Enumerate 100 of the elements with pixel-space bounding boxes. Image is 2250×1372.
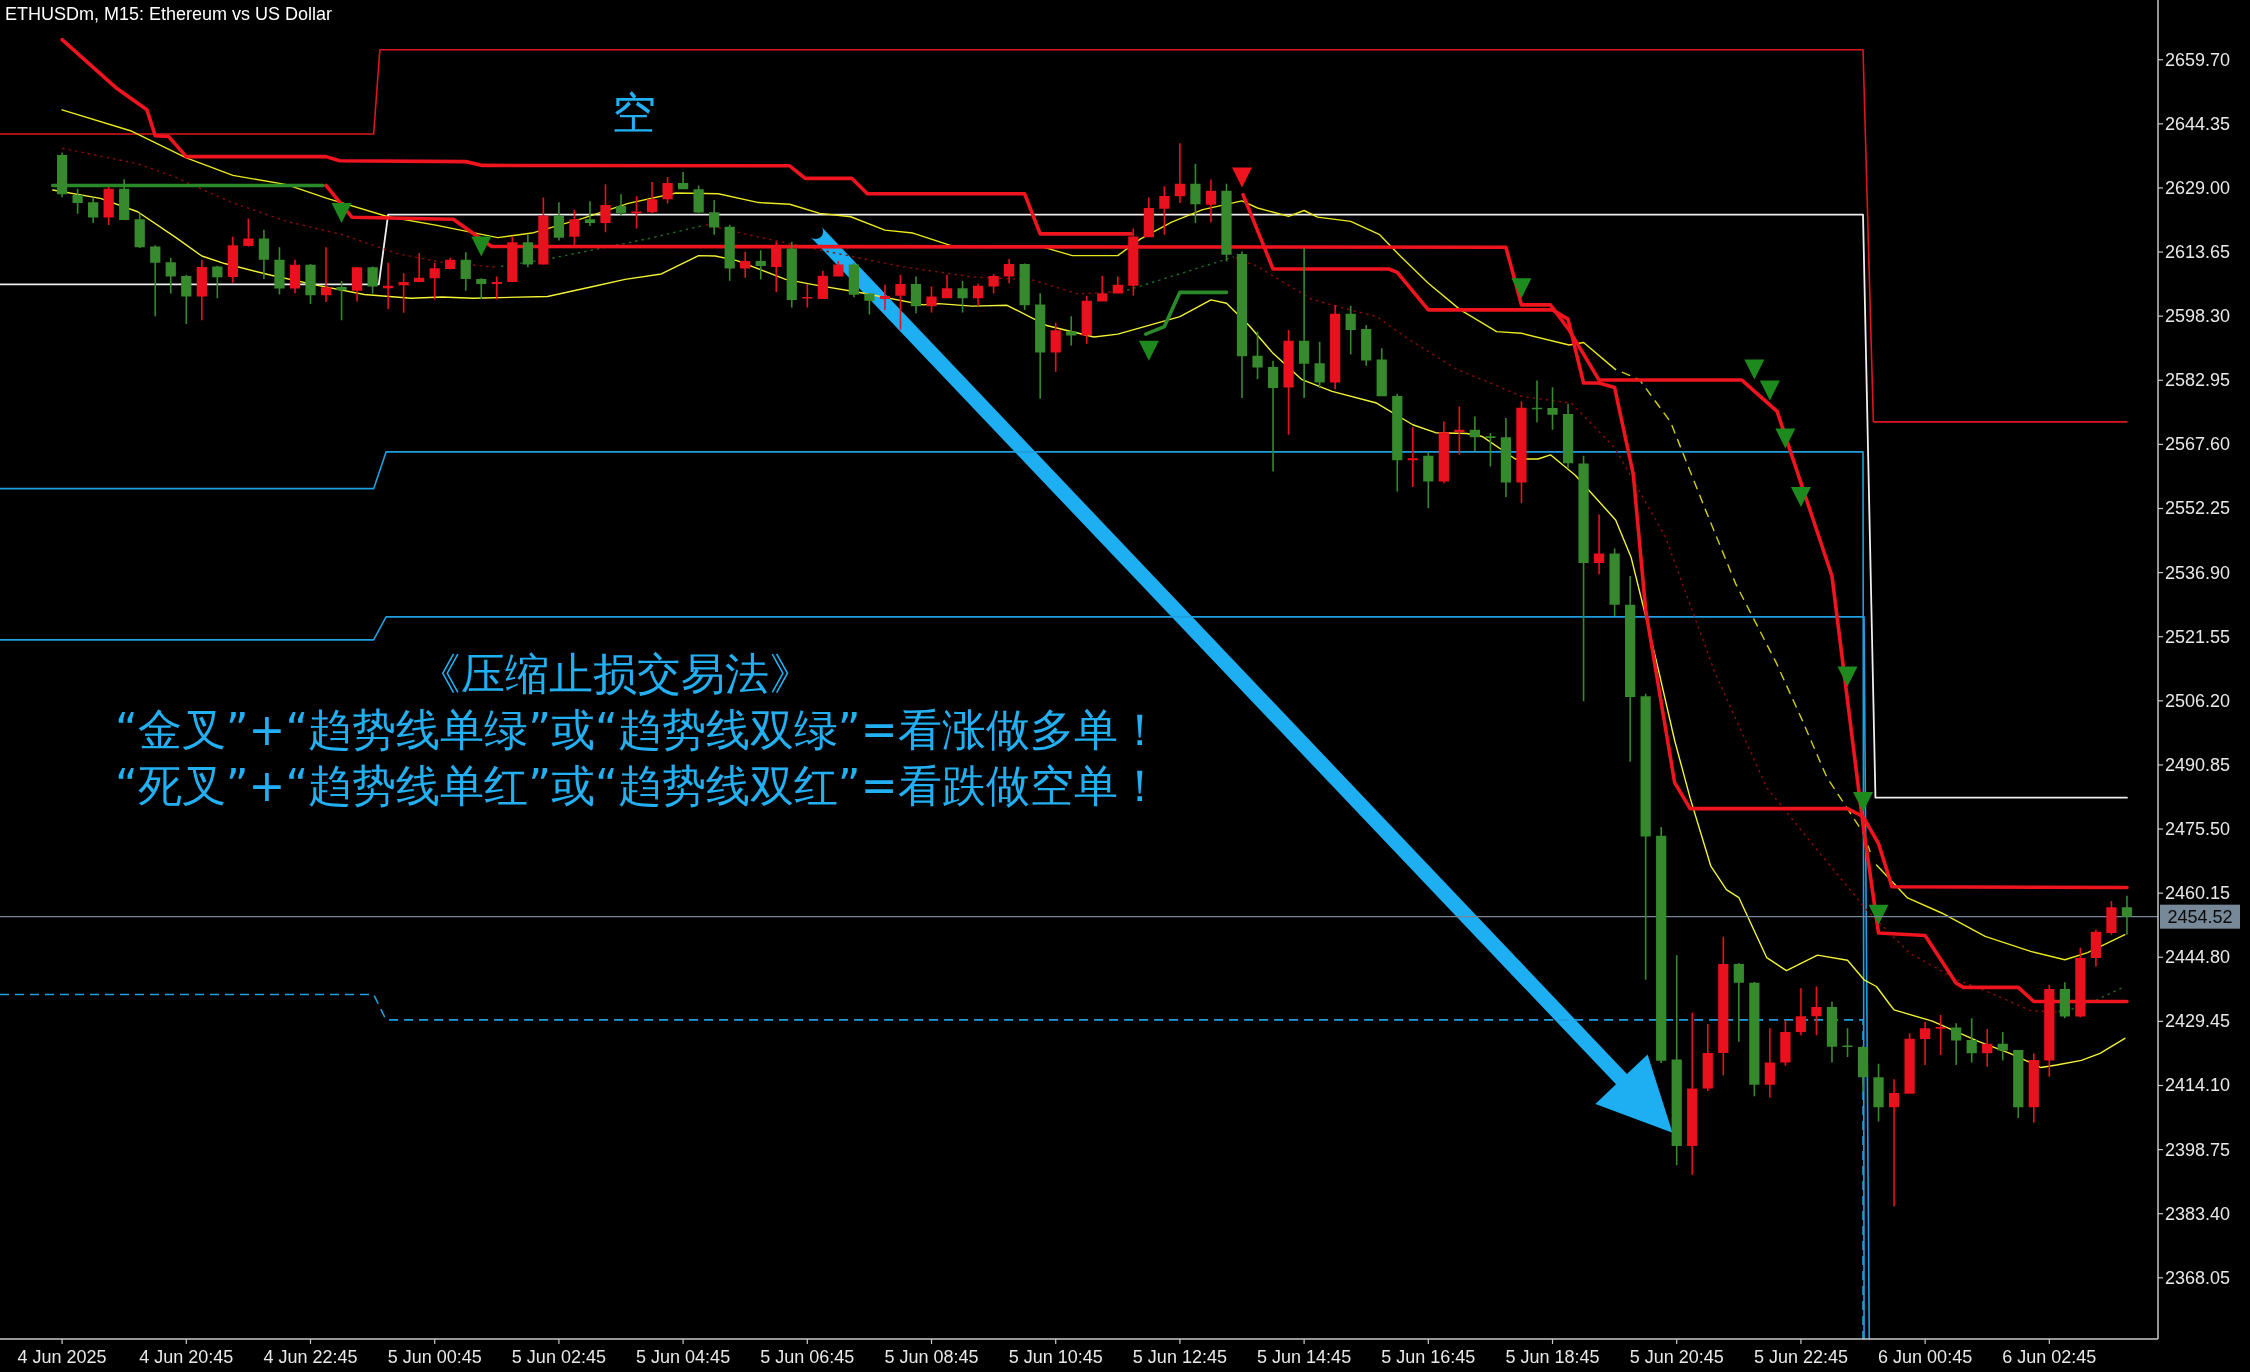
point <box>1868 904 1889 925</box>
y-tick-label: 2552.25 <box>2165 498 2231 519</box>
candlestick <box>879 284 891 310</box>
candlestick <box>1035 293 1046 399</box>
x-tick-label: 5 Jun 04:45 <box>636 1347 731 1367</box>
y-tick-label: 2414.10 <box>2165 1075 2231 1096</box>
x-tick-label: 5 Jun 00:45 <box>387 1347 482 1367</box>
point <box>1790 487 1811 508</box>
point <box>1744 359 1765 380</box>
candlestick <box>1298 248 1310 399</box>
chart-title: ETHUSDm, M15: Ethereum vs US Dollar <box>5 4 333 24</box>
candlestick <box>1205 179 1217 223</box>
x-tick-label: 5 Jun 16:45 <box>1381 1347 1476 1367</box>
y-tick-label: 2582.95 <box>2165 370 2231 391</box>
candlestick <box>1687 1012 1698 1175</box>
point <box>1511 278 1532 299</box>
annotation: “金叉”+“趋势线单绿”或“趋势线双绿”=看涨做多单！ <box>115 703 1162 755</box>
candlestick <box>1097 275 1108 302</box>
candlestick <box>538 197 549 265</box>
x-tick-label: 6 Jun 00:45 <box>1878 1347 1973 1367</box>
candlestick <box>569 209 580 247</box>
point <box>1138 340 1159 361</box>
candlestick <box>1174 143 1186 203</box>
x-tick-label: 5 Jun 22:45 <box>1753 1347 1848 1367</box>
candlestick <box>1904 1033 1915 1094</box>
y-tick-label: 2536.90 <box>2165 562 2231 583</box>
y-tick-label: 2613.65 <box>2165 242 2231 263</box>
candlestick <box>1066 316 1077 346</box>
annotation: “死叉”+“趋势线单红”或“趋势线双红”=看跌做空单！ <box>115 759 1162 811</box>
candlestick <box>941 274 953 299</box>
point <box>331 203 352 223</box>
candlestick <box>1780 1020 1791 1066</box>
candlestick <box>709 200 720 235</box>
y-tick-label: 2444.80 <box>2165 947 2231 968</box>
candlestick <box>1764 1028 1775 1098</box>
candlestick <box>1112 276 1123 294</box>
candlestick <box>1997 1032 2008 1061</box>
candlestick <box>2106 900 2117 935</box>
point <box>1837 666 1858 687</box>
candlestick <box>1531 380 1543 423</box>
x-tick-label: 4 Jun 22:45 <box>263 1347 358 1367</box>
y-tick-label: 2506.20 <box>2165 690 2231 711</box>
candlestick <box>1050 322 1061 372</box>
candlestick <box>305 263 316 305</box>
x-tick-label: 4 Jun 20:45 <box>139 1347 234 1367</box>
candlestick <box>988 273 999 294</box>
candlestick <box>491 276 502 300</box>
candlestick <box>1951 1023 1962 1066</box>
candlestick <box>1221 183 1232 262</box>
y-tick-label: 2659.70 <box>2165 49 2231 70</box>
candlestick <box>1795 988 1807 1036</box>
point <box>1775 428 1796 449</box>
candlestick <box>367 266 378 294</box>
candlestick <box>150 245 161 317</box>
x-tick-label: 5 Jun 18:45 <box>1505 1347 1600 1367</box>
y-tick-label: 2629.00 <box>2165 177 2231 198</box>
x-tick-label: 5 Jun 10:45 <box>1008 1347 1103 1367</box>
candlestick <box>771 241 782 292</box>
candlestick <box>1920 1022 1931 1066</box>
candlestick <box>429 262 440 300</box>
candlestick <box>1593 514 1605 575</box>
ref-line-label: 2454.52 <box>2167 906 2233 927</box>
candlestick <box>274 247 285 295</box>
candlestick <box>1407 427 1418 487</box>
y-tick-label: 2398.75 <box>2165 1139 2231 1160</box>
candlestick <box>320 247 332 302</box>
line-series <box>1621 371 1871 853</box>
candlestick <box>1267 360 1279 472</box>
candlestick <box>165 257 176 294</box>
candlestick <box>755 250 766 280</box>
point <box>1232 167 1253 188</box>
y-tick-label: 2490.85 <box>2165 754 2231 775</box>
candlestick <box>383 262 394 310</box>
x-tick-label: 5 Jun 02:45 <box>511 1347 606 1367</box>
y-tick-label: 2383.40 <box>2165 1203 2231 1224</box>
x-tick-label: 6 Jun 02:45 <box>2002 1347 2097 1367</box>
x-tick-label: 5 Jun 20:45 <box>1629 1347 1724 1367</box>
candlestick <box>258 229 270 279</box>
candlestick <box>1966 1018 1977 1063</box>
y-tick-label: 2521.55 <box>2165 626 2231 647</box>
annotation: 《压缩止损交易法》 <box>417 647 813 699</box>
point <box>1759 380 1780 401</box>
candlestick <box>1888 1079 1900 1207</box>
candlestick <box>584 201 596 226</box>
candlestick <box>1671 955 1682 1166</box>
y-tick-label: 2460.15 <box>2165 883 2231 904</box>
candlestick <box>476 278 487 300</box>
point <box>471 236 492 257</box>
candlestick <box>196 259 207 321</box>
candlestick <box>646 182 658 213</box>
candlestick <box>1516 401 1527 504</box>
x-tick-label: 4 Jun 2025 <box>17 1347 107 1367</box>
y-tick-label: 2644.35 <box>2165 113 2231 134</box>
x-tick-label: 5 Jun 06:45 <box>760 1347 855 1367</box>
y-tick-label: 2598.30 <box>2165 306 2231 327</box>
candlestick <box>414 253 425 283</box>
x-tick-label: 5 Jun 12:45 <box>1132 1347 1227 1367</box>
candlestick <box>740 251 751 278</box>
candlestick <box>615 194 627 216</box>
candlestick <box>1469 416 1481 452</box>
